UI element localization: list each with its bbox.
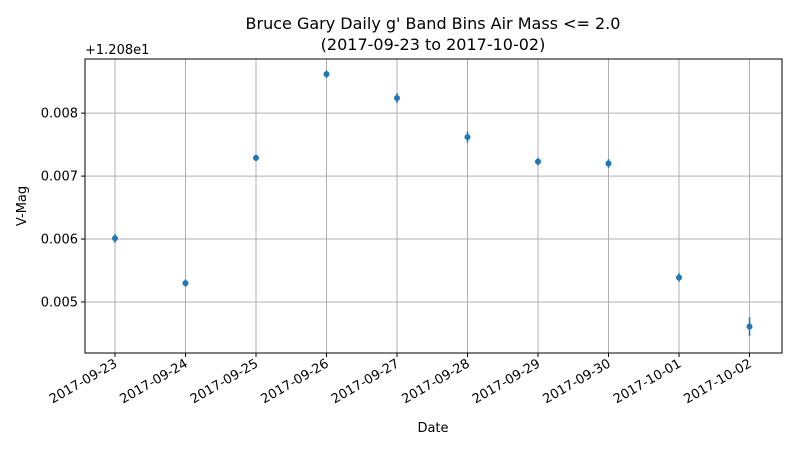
data-point	[535, 157, 541, 166]
y-offset-label: +1.208e1	[85, 43, 149, 58]
point-marker	[112, 235, 118, 242]
chart-title-line1: Bruce Gary Daily g' Band Bins Air Mass <…	[246, 14, 621, 33]
x-tick-label: 2017-09-27	[329, 356, 402, 407]
y-axis-label: V-Mag	[15, 186, 30, 226]
data-point	[464, 131, 471, 143]
y-tick-label: 0.007	[41, 170, 78, 185]
chart-title-line2: (2017-09-23 to 2017-10-02)	[321, 35, 546, 54]
data-point	[605, 159, 612, 168]
x-tick-label: 2017-09-24	[118, 356, 191, 407]
x-tick-label: 2017-09-23	[47, 356, 120, 407]
x-ticks: 2017-09-232017-09-242017-09-252017-09-26…	[47, 353, 755, 407]
point-marker	[182, 280, 189, 287]
x-tick-label: 2017-09-25	[188, 356, 261, 407]
point-marker	[253, 154, 259, 161]
x-axis-label: Date	[417, 421, 448, 436]
data-point	[394, 92, 400, 104]
point-marker	[746, 323, 753, 330]
y-tick-label: 0.008	[41, 107, 78, 122]
point-marker	[535, 158, 541, 165]
y-tick-label: 0.006	[41, 233, 78, 248]
data-point	[746, 317, 753, 337]
data-point	[676, 273, 682, 282]
data-points	[112, 70, 753, 337]
y-ticks: 0.005 0.006 0.007 0.008	[41, 107, 85, 311]
grid-lines	[85, 59, 782, 353]
point-marker	[464, 134, 471, 141]
y-tick-label: 0.005	[41, 296, 78, 311]
data-point	[323, 70, 330, 78]
x-tick-label: 2017-09-29	[470, 356, 543, 407]
x-tick-label: 2017-10-02	[682, 356, 755, 407]
point-marker	[676, 274, 682, 281]
x-tick-label: 2017-10-01	[611, 356, 684, 407]
x-tick-label: 2017-09-26	[259, 356, 332, 407]
point-marker	[394, 95, 400, 102]
x-tick-label: 2017-09-28	[400, 356, 473, 407]
plot-frame	[84, 58, 783, 354]
data-point	[253, 154, 259, 161]
data-point	[182, 279, 189, 287]
data-point	[112, 234, 118, 243]
x-tick-label: 2017-09-30	[541, 356, 614, 407]
point-marker	[605, 160, 612, 167]
point-marker	[323, 71, 330, 78]
